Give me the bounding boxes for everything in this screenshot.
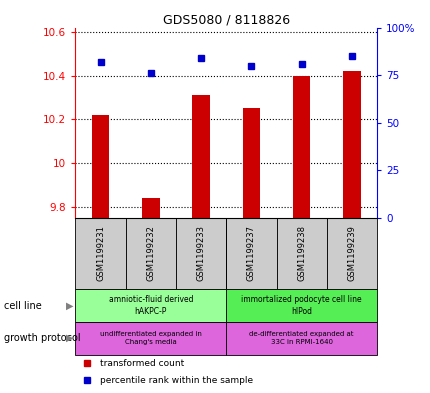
Text: de-differentiated expanded at
33C in RPMI-1640: de-differentiated expanded at 33C in RPM… bbox=[249, 331, 353, 345]
Bar bbox=[226, 289, 376, 322]
Bar bbox=[292, 75, 310, 218]
Bar bbox=[92, 115, 109, 218]
Text: transformed count: transformed count bbox=[99, 359, 183, 368]
Text: GSM1199231: GSM1199231 bbox=[96, 226, 105, 281]
Bar bbox=[226, 218, 276, 289]
Bar bbox=[326, 218, 376, 289]
Bar bbox=[75, 289, 226, 322]
Bar bbox=[75, 218, 126, 289]
Bar bbox=[192, 95, 209, 218]
Bar bbox=[242, 108, 260, 218]
Text: undifferentiated expanded in
Chang's media: undifferentiated expanded in Chang's med… bbox=[100, 331, 201, 345]
Text: GSM1199239: GSM1199239 bbox=[347, 226, 356, 281]
Text: ▶: ▶ bbox=[66, 301, 73, 310]
Bar bbox=[342, 71, 360, 218]
Bar bbox=[276, 218, 326, 289]
Bar bbox=[126, 218, 175, 289]
Text: GSM1199233: GSM1199233 bbox=[196, 226, 205, 281]
Bar bbox=[75, 322, 226, 354]
Text: percentile rank within the sample: percentile rank within the sample bbox=[99, 376, 252, 385]
Title: GDS5080 / 8118826: GDS5080 / 8118826 bbox=[163, 13, 289, 26]
Bar bbox=[142, 198, 159, 218]
Text: growth protocol: growth protocol bbox=[4, 333, 81, 343]
Text: amniotic-fluid derived
hAKPC-P: amniotic-fluid derived hAKPC-P bbox=[108, 296, 193, 316]
Text: GSM1199237: GSM1199237 bbox=[246, 226, 255, 281]
Text: immortalized podocyte cell line
hIPod: immortalized podocyte cell line hIPod bbox=[241, 296, 361, 316]
Text: GSM1199238: GSM1199238 bbox=[297, 226, 305, 281]
Bar bbox=[226, 322, 376, 354]
Text: GSM1199232: GSM1199232 bbox=[146, 226, 155, 281]
Bar bbox=[175, 218, 226, 289]
Text: cell line: cell line bbox=[4, 301, 42, 310]
Text: ▶: ▶ bbox=[66, 333, 73, 343]
